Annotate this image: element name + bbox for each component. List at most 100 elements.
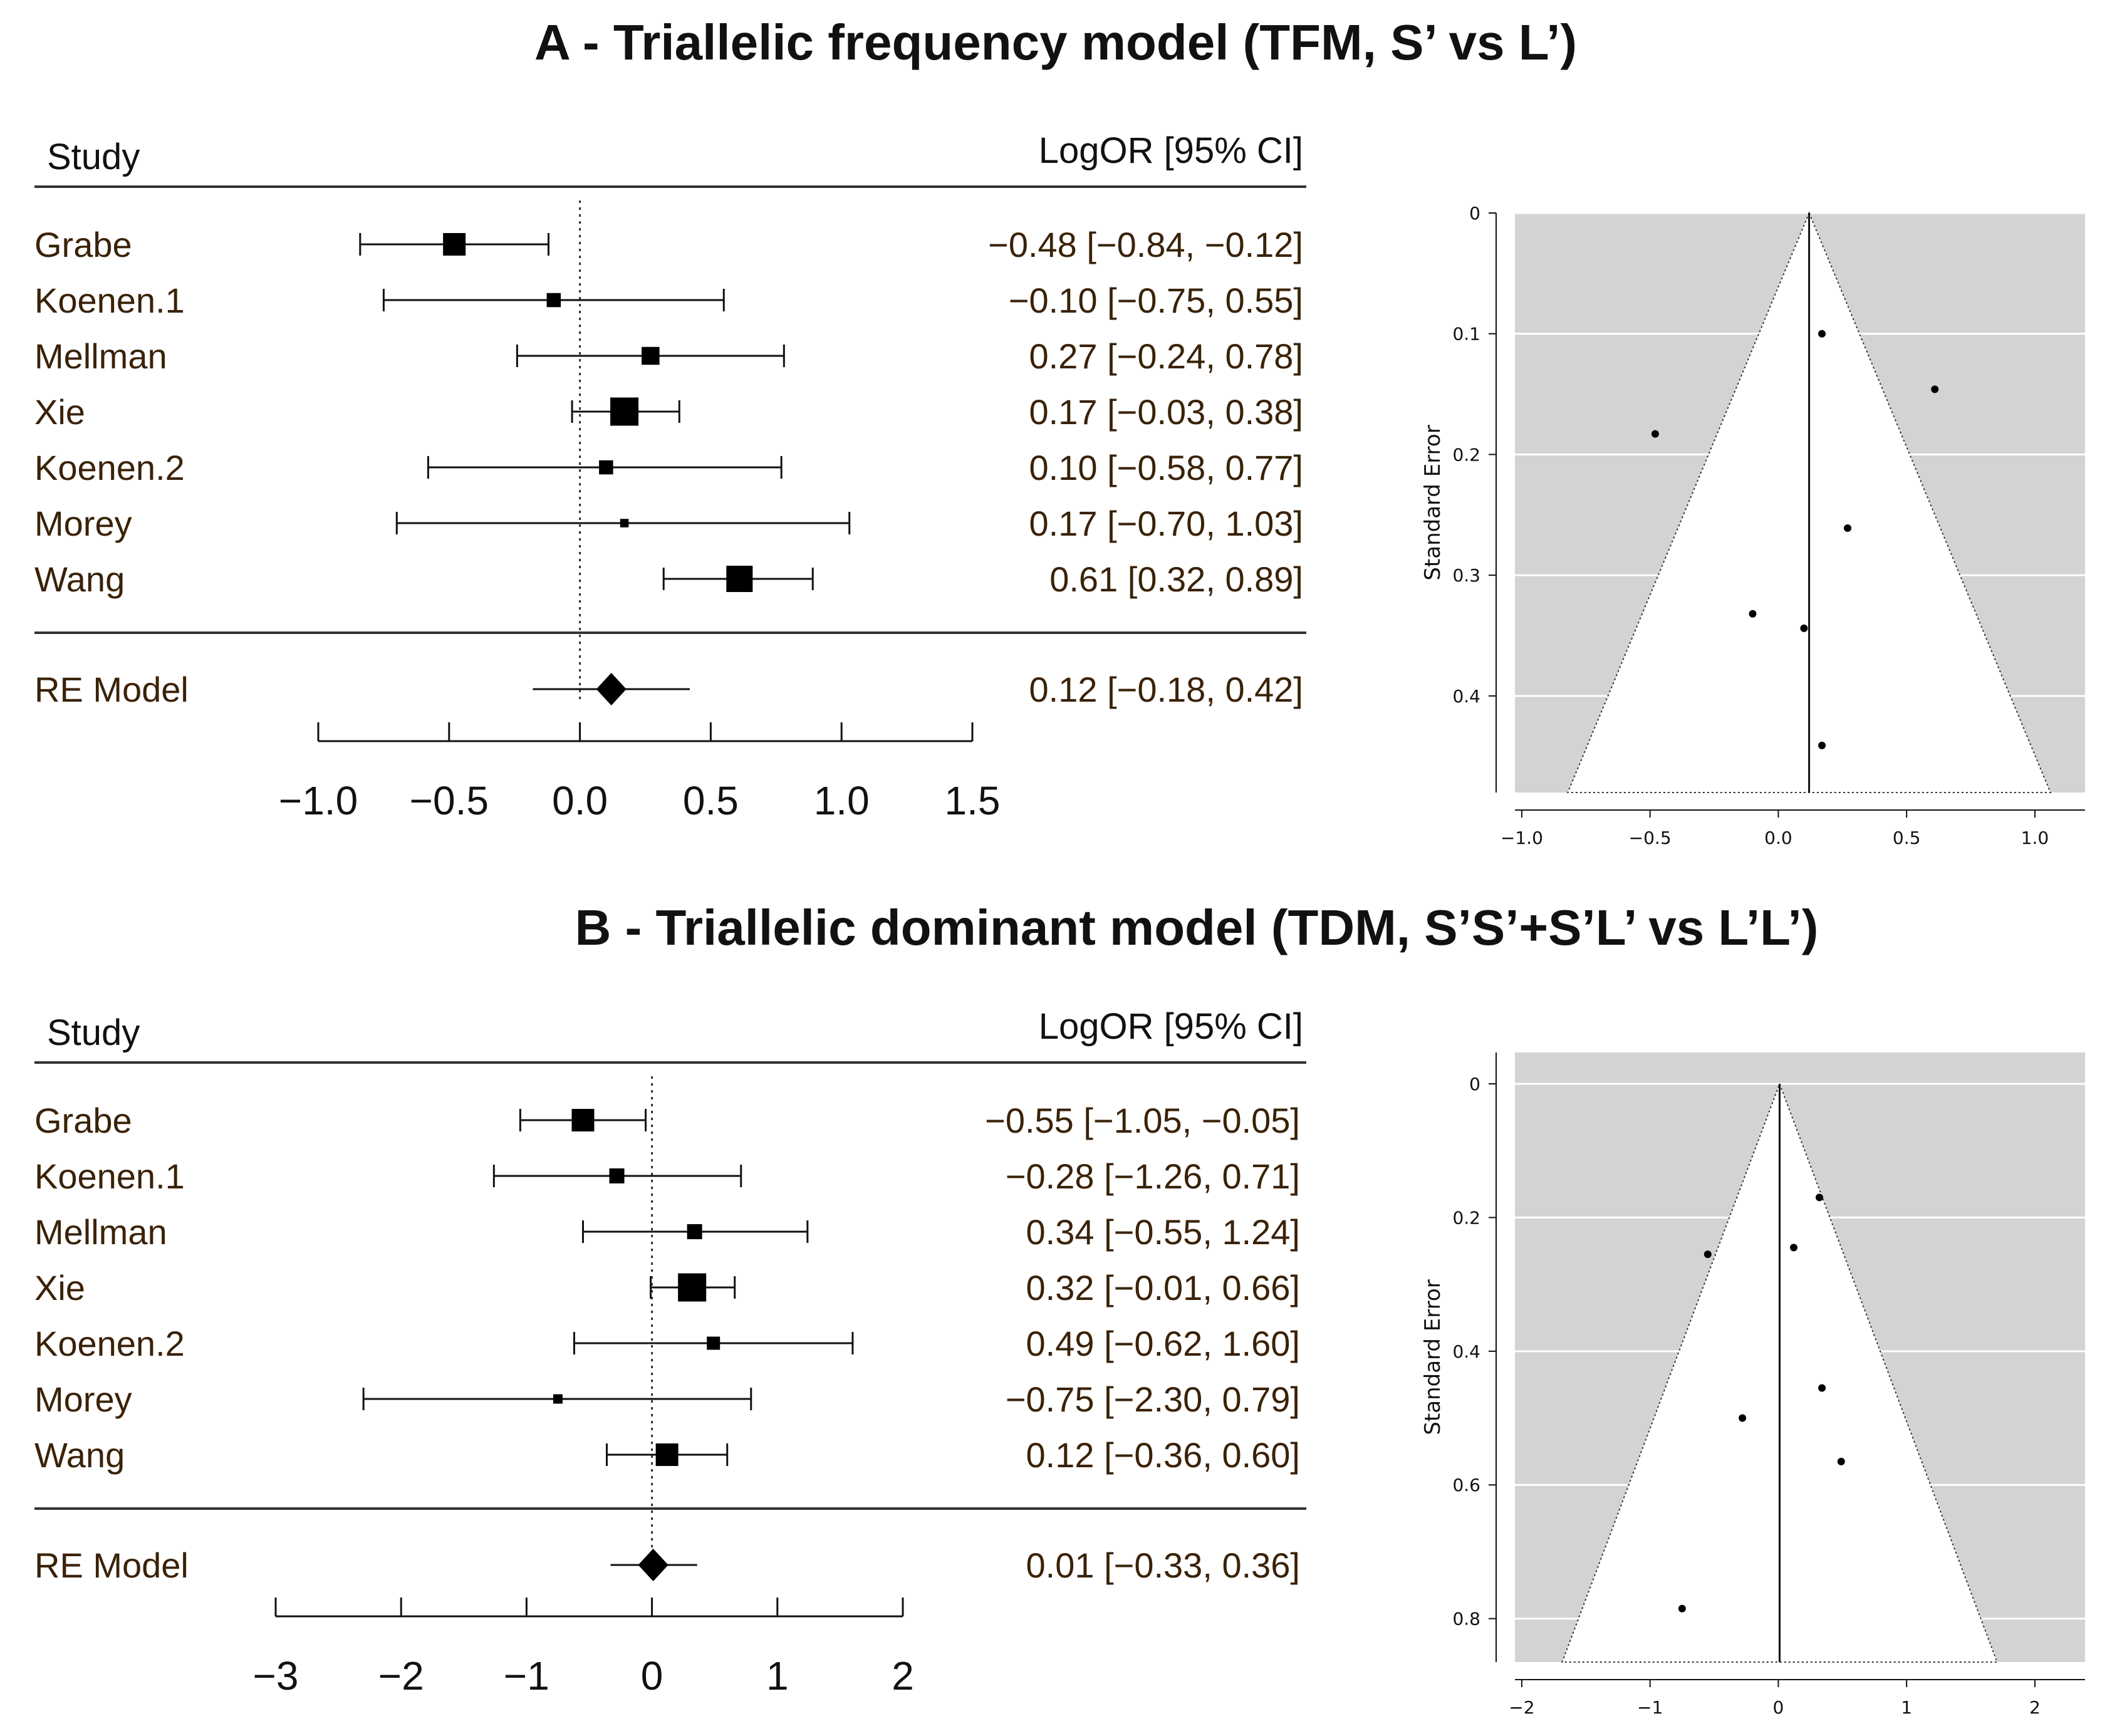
point-estimate [655,1443,679,1466]
funnel-y-tick-label: 0.3 [1452,565,1480,586]
point-estimate [443,233,466,256]
study-label: Xie [34,392,85,432]
x-tick-label: 1 [766,1653,789,1698]
funnel-x-tick-label: 1 [1901,1697,1912,1718]
point-estimate [610,397,639,426]
study-marker [581,1220,809,1243]
header-study: Study [47,1012,140,1053]
x-tick-label: −3 [253,1653,299,1698]
ci-label: 0.12 [−0.36, 0.60] [1026,1435,1300,1475]
ci-label: −0.28 [−1.26, 0.71] [1006,1156,1300,1196]
study-marker [362,1388,752,1410]
funnel-point [1837,1457,1845,1465]
x-tick-label: 0.0 [552,778,608,823]
ci-label: 0.10 [−0.58, 0.77] [1029,448,1303,487]
funnel-y-tick-label: 0.4 [1452,686,1480,707]
point-estimate [707,1336,720,1350]
point-estimate [620,519,629,528]
point-estimate [687,1224,702,1239]
summary-ci-label: 0.12 [−0.18, 0.42] [1029,670,1303,709]
point-estimate [609,1168,625,1183]
funnel-x-tick-label: −1.0 [1501,828,1543,848]
study-marker [571,397,680,426]
funnel-y-tick-label: 0.6 [1452,1475,1480,1495]
x-tick-label: −1.0 [279,778,358,823]
header-study: Study [47,137,140,177]
x-tick-label: 1.5 [945,778,1001,823]
panel-title: A - Triallelic frequency model (TFM, S’ … [534,14,1577,70]
funnel-x-tick-label: −0.5 [1629,828,1672,848]
panel-a: A - Triallelic frequency model (TFM, S’ … [34,14,2085,848]
ci-label: 0.17 [−0.70, 1.03] [1029,504,1303,543]
funnel-y-label: Standard Error [1420,425,1445,580]
study-marker [573,1332,854,1354]
x-tick-label: 0 [641,1653,663,1698]
ci-label: 0.49 [−0.62, 1.60] [1026,1324,1300,1363]
panel-title: B - Triallelic dominant model (TDM, S’S’… [575,900,1819,955]
ci-label: −0.75 [−2.30, 0.79] [1006,1380,1300,1419]
study-marker [395,512,851,534]
funnel-point [1678,1604,1686,1613]
ci-label: −0.48 [−0.84, −0.12] [988,225,1303,264]
study-label: Grabe [34,225,132,264]
funnel-x-tick-label: 1.0 [2021,828,2049,848]
funnel-y-tick-label: 0.4 [1452,1341,1480,1362]
point-estimate [571,1109,595,1131]
study-marker [492,1165,742,1187]
study-marker [382,289,725,311]
study-label: Koenen.1 [34,281,185,320]
study-label: Koenen.2 [34,1324,185,1363]
summary-diamond [596,673,627,705]
funnel-point [1749,610,1757,618]
summary-diamond [638,1549,668,1581]
ci-label: 0.61 [0.32, 0.89] [1049,559,1303,599]
funnel-y-tick-label: 0.2 [1452,1207,1480,1228]
study-label: Mellman [34,1212,167,1252]
study-marker [359,233,549,256]
funnel-x-tick-label: 0.0 [1764,828,1792,848]
point-estimate [546,293,561,308]
funnel-x-tick-label: 0 [1773,1697,1784,1718]
study-marker [650,1273,736,1302]
ci-label: 0.34 [−0.55, 1.24] [1026,1212,1300,1252]
point-estimate [726,566,753,592]
header-logor: LogOR [95% CI] [1039,1006,1303,1047]
funnel-point [1818,1384,1826,1392]
study-label: Mellman [34,336,167,376]
study-label: Morey [34,1380,132,1419]
study-marker [427,456,783,479]
x-tick-label: −2 [378,1653,424,1698]
funnel-point [1651,430,1659,438]
funnel-point [1931,385,1939,393]
study-label: Koenen.1 [34,1156,185,1196]
funnel-point [1739,1414,1747,1422]
funnel-point [1818,741,1826,749]
point-estimate [642,346,660,365]
study-label: Wang [34,1435,125,1475]
summary-ci-label: 0.01 [−0.33, 0.36] [1026,1546,1300,1585]
funnel-point [1818,330,1826,338]
ci-label: −0.55 [−1.05, −0.05] [985,1101,1300,1140]
x-tick-label: 1.0 [814,778,870,823]
point-estimate [599,460,613,475]
study-marker [519,1109,647,1131]
funnel-x-tick-label: 0.5 [1893,828,1921,848]
funnel-y-tick-label: 0.2 [1452,444,1480,465]
study-label: Xie [34,1268,85,1307]
summary-label: RE Model [34,1546,189,1585]
study-label: Grabe [34,1101,132,1140]
funnel-point [1789,1244,1797,1252]
ci-label: 0.32 [−0.01, 0.66] [1026,1268,1300,1307]
summary-label: RE Model [34,670,189,709]
study-label: Morey [34,504,132,543]
funnel-y-tick-label: 0.1 [1452,324,1480,345]
study-label: Koenen.2 [34,448,185,487]
study-label: Wang [34,559,125,599]
point-estimate [553,1394,563,1404]
x-tick-label: −1 [504,1653,549,1698]
ci-label: 0.27 [−0.24, 0.78] [1029,336,1303,376]
study-marker [516,345,785,367]
funnel-x-tick-label: −2 [1509,1697,1534,1718]
funnel-y-tick-label: 0.8 [1452,1609,1480,1629]
funnel-y-label: Standard Error [1420,1279,1445,1435]
